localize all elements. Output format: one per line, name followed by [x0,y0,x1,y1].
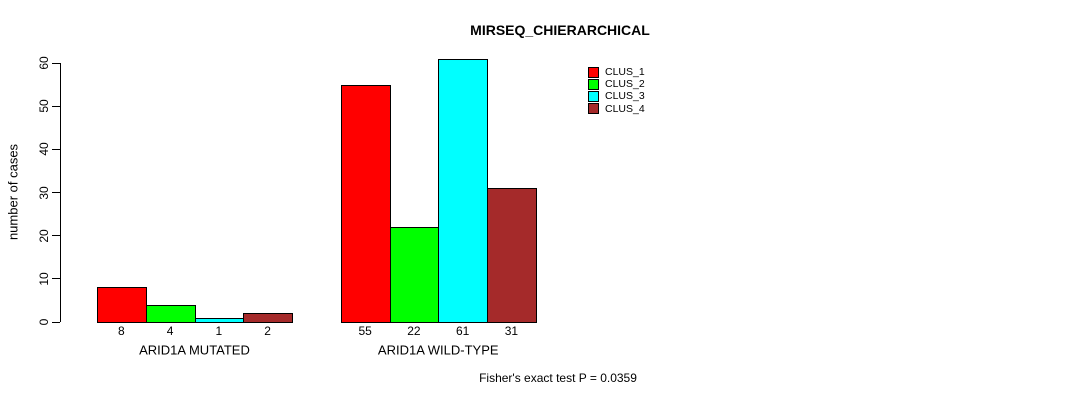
bar-value-label: 4 [166,324,174,338]
bar-clus_1-arid1a-mutated [97,287,147,323]
bar-clus_2-arid1a-mutated [145,304,196,323]
legend: CLUS_1 CLUS_2 CLUS_3 CLUS_4 [588,66,645,115]
legend-item-clus_1: CLUS_1 [588,66,645,78]
legend-label: CLUS_3 [605,90,645,103]
y-axis-tick [52,321,60,323]
bar-clus_4-arid1a-wild-type [487,188,537,323]
legend-swatch-clus_1 [588,66,599,78]
bar-clus_2-arid1a-wild-type [389,227,440,323]
y-axis-tick-label: 20 [37,228,51,243]
y-axis-tick [52,105,60,107]
legend-item-clus_2: CLUS_2 [588,78,645,90]
y-axis-tick-label: 50 [37,99,51,113]
category-label: ARID1A MUTATED [139,342,250,358]
legend-item-clus_4: CLUS_4 [588,103,645,115]
y-axis-tick-label: 10 [37,272,51,286]
legend-swatch-clus_4 [588,103,599,115]
bar-value-label: 55 [358,324,372,338]
bar-clus_3-arid1a-wild-type [438,58,488,323]
y-axis-tick-label: 0 [37,318,51,326]
bar-value-label: 22 [407,324,421,338]
y-axis-tick-label: 30 [37,185,51,200]
bar-value-label: 2 [264,324,271,338]
bar-value-label: 61 [455,324,470,338]
fisher-test-note: Fisher's exact test P = 0.0359 [479,371,637,385]
y-axis-tick [52,62,60,64]
legend-swatch-clus_2 [588,78,599,90]
bar-value-label: 31 [504,324,519,338]
y-axis-tick-label: 40 [37,142,51,157]
bar-clus_4-arid1a-mutated [243,313,293,323]
bar-clus_3-arid1a-mutated [194,317,245,323]
y-axis-tick [52,192,60,193]
bar-clus_1-arid1a-wild-type [340,84,391,323]
legend-label: CLUS_4 [605,102,645,115]
category-label: ARID1A WILD-TYPE [377,342,499,358]
y-axis-tick [52,278,60,280]
y-axis-tick [52,235,60,237]
legend-item-clus_3: CLUS_3 [588,90,645,102]
legend-swatch-clus_3 [588,90,599,102]
chart-title: MIRSEQ_CHIERARCHICAL [470,22,650,38]
y-axis-tick [52,148,60,150]
bar-value-label: 1 [215,324,223,338]
bar-value-label: 8 [118,324,125,338]
y-axis-tick-label: 60 [37,56,51,70]
legend-label: CLUS_2 [605,78,645,91]
legend-label: CLUS_1 [605,66,645,79]
y-axis-line [60,63,61,322]
